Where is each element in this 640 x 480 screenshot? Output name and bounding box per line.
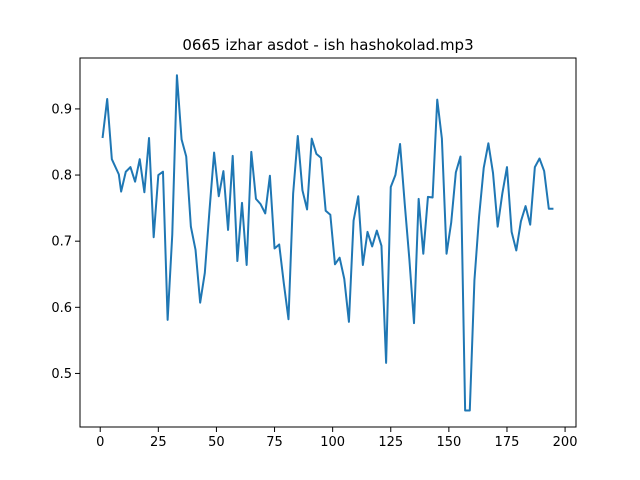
series-layer (101, 74, 554, 412)
y-tick-label: 0.9 (51, 102, 72, 117)
x-tick-label: 50 (208, 435, 225, 450)
x-tick-label: 100 (320, 435, 345, 450)
x-tick-label: 150 (436, 435, 461, 450)
chart-title: 0665 izhar asdot - ish hashokolad.mp3 (182, 36, 473, 54)
x-tick-label: 25 (150, 435, 167, 450)
y-tick-label: 0.8 (51, 169, 72, 184)
x-tick-label: 175 (495, 435, 520, 450)
x-tick-label: 0 (96, 435, 104, 450)
y-tick-label: 0.5 (51, 367, 72, 382)
x-tick-label: 125 (378, 435, 403, 450)
axes-layer: 0 25 50 75 100 125 150 175 200 0.5 0.6 0.7 0.8 0.9 (51, 57, 578, 450)
axes-frame (79, 57, 577, 428)
y-tick-label: 0.6 (51, 301, 72, 316)
x-tick-label: 75 (266, 435, 283, 450)
x-tick-label: 200 (553, 435, 578, 450)
y-tick-label: 0.7 (51, 235, 72, 250)
series-line-0 (101, 74, 554, 412)
